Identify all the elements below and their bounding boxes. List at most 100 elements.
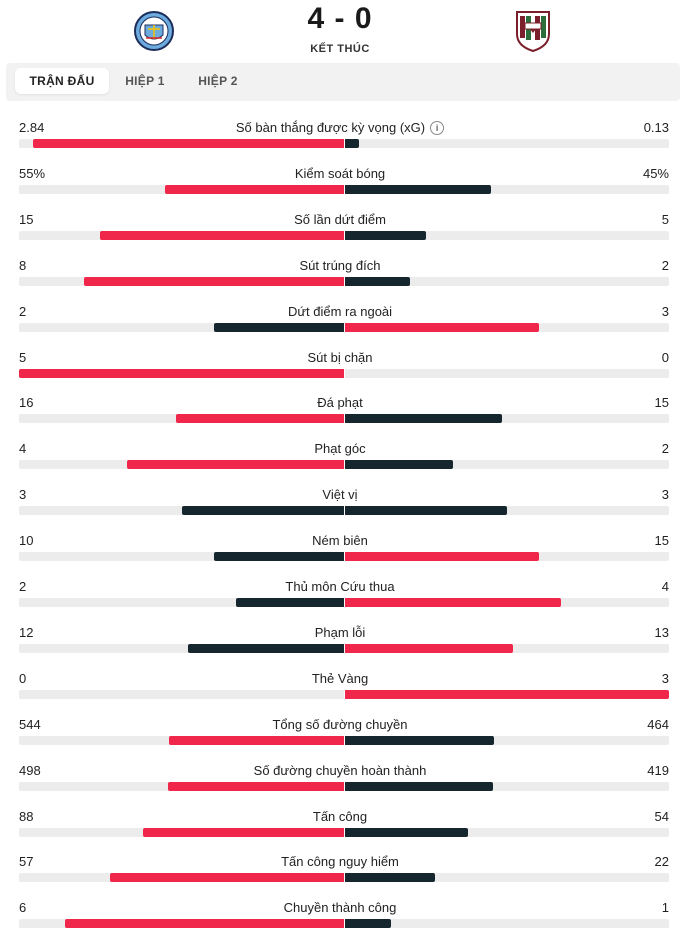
stat-row: 2.84 Số bàn thắng được kỳ vọng (xG) i 0.13 bbox=[0, 120, 680, 164]
stat-home-bar bbox=[214, 322, 344, 332]
stat-home-bar-track bbox=[19, 689, 344, 699]
stat-away-value: 2 bbox=[661, 441, 669, 457]
stat-row: 88 Tấn công 54 bbox=[0, 809, 680, 853]
stat-away-bar bbox=[345, 460, 453, 470]
stat-label-text: Việt vị bbox=[322, 487, 358, 503]
stat-away-bar-track bbox=[345, 139, 669, 148]
stat-label: Tấn công bbox=[0, 809, 680, 824]
match-score: 4 - 0 bbox=[307, 2, 373, 35]
stat-row: 8 Sút trúng đích 2 bbox=[0, 258, 680, 302]
stat-label-text: Tấn công nguy hiểm bbox=[281, 854, 399, 870]
info-icon[interactable]: i bbox=[430, 121, 445, 135]
match-header: 4 - 0 KẾT THÚC bbox=[0, 0, 680, 62]
stat-home-bar-track bbox=[19, 643, 344, 653]
stat-home-bar-track bbox=[19, 919, 344, 929]
stat-label-text: Sút trúng đích bbox=[299, 257, 381, 273]
stat-label: Phạm lỗi bbox=[0, 625, 680, 640]
stat-home-bar bbox=[65, 919, 344, 929]
stat-home-bar-track bbox=[19, 598, 344, 607]
stat-row: 498 Số đường chuyền hoàn thành 419 bbox=[0, 763, 680, 807]
stat-label: Ném biên bbox=[0, 533, 680, 548]
stat-label: Sút bị chặn bbox=[0, 350, 680, 365]
stat-home-bar-track bbox=[19, 184, 344, 194]
stat-away-value: 419 bbox=[647, 762, 669, 778]
stat-away-bar-track bbox=[345, 552, 669, 562]
stat-home-bar-track bbox=[19, 735, 344, 745]
stat-home-value: 2 bbox=[19, 579, 27, 594]
stat-label: Kiểm soát bóng bbox=[0, 166, 680, 181]
stat-away-value: 1 bbox=[661, 900, 669, 916]
stat-home-value: 3 bbox=[19, 487, 27, 503]
stat-home-bar bbox=[142, 827, 344, 837]
stat-away-value: 0.13 bbox=[643, 120, 669, 135]
stat-label: Số đường chuyền hoàn thành bbox=[0, 763, 680, 778]
tab-first-half[interactable]: HIỆP 1 bbox=[125, 74, 165, 88]
stat-label: Dứt điểm ra ngoài bbox=[0, 304, 680, 319]
stat-home-value: 12 bbox=[19, 624, 34, 640]
stat-label: Số bàn thắng được kỳ vọng (xG) i bbox=[0, 120, 680, 135]
stat-home-bar-track bbox=[19, 276, 344, 286]
stat-home-bar bbox=[188, 643, 344, 653]
stat-home-bar bbox=[167, 781, 344, 791]
stat-label-text: Chuyền thành công bbox=[283, 900, 397, 916]
stat-label-text: Phạm lỗi bbox=[314, 624, 366, 640]
home-team-crest-icon[interactable] bbox=[134, 9, 174, 53]
stat-row: 3 Việt vị 3 bbox=[0, 487, 680, 531]
stat-home-bar-track bbox=[19, 139, 344, 148]
away-team-crest-icon[interactable] bbox=[513, 9, 553, 53]
stat-away-bar-track bbox=[345, 184, 669, 194]
stat-away-bar bbox=[345, 552, 540, 562]
stat-row: 4 Phạt góc 2 bbox=[0, 441, 680, 485]
stat-away-bar-track bbox=[345, 322, 669, 332]
stat-row: 15 Số lần dứt điểm 5 bbox=[0, 212, 680, 256]
stat-away-bar bbox=[345, 643, 514, 653]
stat-away-bar-track bbox=[345, 414, 669, 424]
stat-home-bar-track bbox=[19, 873, 344, 883]
stat-home-bar bbox=[100, 230, 344, 240]
stat-away-bar bbox=[345, 276, 410, 286]
stat-label-text: Kiểm soát bóng bbox=[294, 165, 386, 181]
stat-away-bar bbox=[345, 139, 360, 148]
period-tabs: TRẬN ĐẤU HIỆP 1 HIỆP 2 bbox=[6, 63, 680, 101]
stat-home-bar-track bbox=[19, 414, 344, 424]
stat-home-value: 55% bbox=[19, 165, 46, 181]
stat-row: 2 Dứt điểm ra ngoài 3 bbox=[0, 304, 680, 348]
stat-away-bar bbox=[345, 827, 469, 837]
stat-home-value: 4 bbox=[19, 441, 27, 457]
stat-away-bar bbox=[345, 919, 392, 929]
stat-home-value: 16 bbox=[19, 395, 34, 411]
stat-home-bar-track bbox=[19, 781, 344, 791]
stat-home-value: 2.84 bbox=[19, 120, 45, 135]
stat-away-bar bbox=[345, 598, 561, 607]
stat-home-value: 5 bbox=[19, 349, 27, 365]
stat-away-bar-track bbox=[345, 276, 669, 286]
stat-away-value: 45% bbox=[642, 165, 669, 181]
stat-label-text: Số lần dứt điểm bbox=[294, 211, 386, 227]
stat-away-bar-track bbox=[345, 735, 669, 745]
stat-label: Thẻ Vàng bbox=[0, 671, 680, 686]
stat-row: 5 Sút bị chặn 0 bbox=[0, 350, 680, 394]
stat-away-value: 13 bbox=[654, 624, 669, 640]
stat-away-bar-track bbox=[345, 643, 669, 653]
stat-away-value: 3 bbox=[661, 487, 669, 503]
tab-match[interactable]: TRẬN ĐẤU bbox=[15, 68, 109, 94]
stat-label-text: Thủ môn Cứu thua bbox=[285, 579, 395, 594]
stat-away-bar bbox=[345, 184, 491, 194]
stat-home-bar-track bbox=[19, 827, 344, 837]
stat-home-bar-track bbox=[19, 460, 344, 470]
stat-away-bar-track bbox=[345, 873, 669, 883]
stat-label-text: Ném biên bbox=[312, 533, 368, 549]
stat-label: Thủ môn Cứu thua bbox=[0, 579, 680, 594]
stat-away-bar bbox=[345, 230, 426, 240]
stat-away-value: 15 bbox=[654, 395, 669, 411]
stat-home-bar bbox=[168, 735, 344, 745]
stat-away-value: 54 bbox=[654, 808, 669, 824]
stat-label-text: Số bàn thắng được kỳ vọng (xG) bbox=[235, 120, 426, 135]
stat-label-text: Sút bị chặn bbox=[307, 349, 373, 365]
stat-home-bar bbox=[19, 368, 344, 378]
tab-second-half[interactable]: HIỆP 2 bbox=[198, 74, 238, 88]
stat-home-bar-track bbox=[19, 506, 344, 516]
stat-home-value: 10 bbox=[19, 533, 34, 549]
stat-away-value: 3 bbox=[661, 670, 669, 686]
stat-home-bar-track bbox=[19, 552, 344, 562]
